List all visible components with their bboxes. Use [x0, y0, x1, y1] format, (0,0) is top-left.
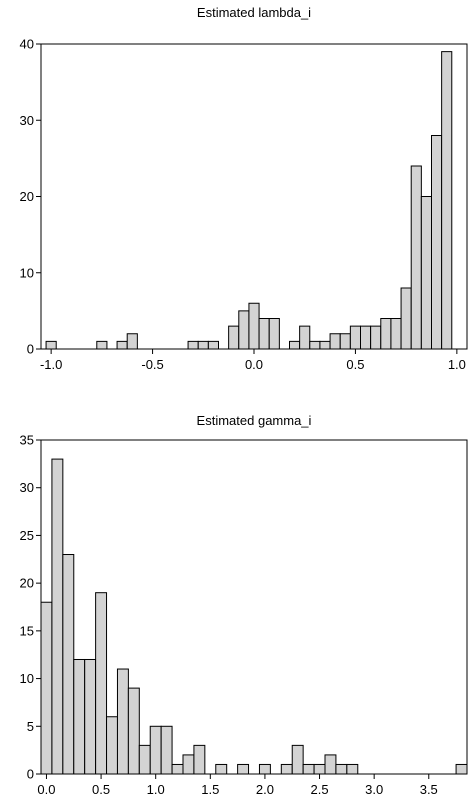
histogram-bar — [149, 725, 162, 775]
x-tick-label: 0.0 — [37, 782, 55, 797]
histogram-bar — [45, 340, 57, 350]
x-tick-label: 1.0 — [147, 782, 165, 797]
histogram-bar — [171, 763, 184, 775]
histogram-bar — [431, 135, 443, 350]
y-tick-label: 20 — [20, 189, 34, 204]
x-tick-label: -1.0 — [40, 357, 62, 372]
x-tick-label: 2.5 — [310, 782, 328, 797]
x-tick-label: 3.5 — [420, 782, 438, 797]
histogram-bar — [116, 668, 129, 775]
y-tick-label: 15 — [20, 623, 34, 638]
histogram-bar — [302, 763, 315, 775]
histogram-bar — [95, 592, 108, 775]
histogram-bar — [40, 601, 53, 775]
histogram-bar — [441, 51, 453, 350]
histogram-bar — [289, 340, 301, 350]
histogram-bar — [62, 554, 75, 775]
y-tick-label: 5 — [27, 719, 34, 734]
y-tick-label: 30 — [20, 113, 34, 128]
gamma-histogram: Estimated gamma_i 0 5 10 15 20 25 30 35 0.0 0.5 1.… — [20, 413, 468, 797]
histogram-bar — [329, 333, 341, 350]
histogram-bar — [160, 725, 173, 775]
histogram-bar — [182, 754, 195, 775]
histogram-bar — [339, 333, 351, 350]
histogram-bar — [400, 287, 412, 350]
histogram-bar — [360, 325, 372, 350]
histogram-bar — [291, 744, 304, 775]
y-tick-label: 30 — [20, 480, 34, 495]
y-tick-label: 10 — [20, 265, 34, 280]
histogram-bar — [127, 687, 140, 775]
x-tick-label: 1.0 — [448, 357, 466, 372]
x-tick-label: 0.5 — [92, 782, 110, 797]
histogram-bar — [237, 763, 250, 775]
histogram-bar — [349, 325, 361, 350]
y-tick-label: 20 — [20, 576, 34, 591]
x-tick-label: 0.5 — [346, 357, 364, 372]
histogram-bar — [258, 763, 271, 775]
histogram-bar — [455, 763, 468, 775]
plot-frame — [40, 439, 468, 775]
histogram-bar — [51, 458, 64, 775]
histogram-bar — [207, 340, 220, 350]
histogram-bar — [370, 325, 382, 350]
histogram-bar — [228, 325, 240, 350]
x-tick-label: 0.0 — [245, 357, 263, 372]
histogram-bar — [106, 716, 118, 775]
histogram-bar — [420, 196, 432, 350]
x-tick-label: 1.5 — [201, 782, 219, 797]
y-tick-label: 0 — [27, 767, 34, 782]
histogram-bar — [116, 340, 128, 350]
histogram-bar — [324, 754, 337, 775]
histogram-bar — [238, 310, 250, 350]
histogram-bar — [319, 340, 331, 350]
histogram-bar — [309, 340, 321, 350]
y-tick-label: 10 — [20, 671, 34, 686]
histogram-bar — [84, 658, 97, 775]
y-tick-label: 35 — [20, 433, 34, 448]
histogram-bar — [335, 763, 348, 775]
histogram-bar — [96, 340, 108, 350]
histogram-bar — [410, 165, 422, 350]
chart-title: Estimated lambda_i — [197, 5, 311, 20]
lambda-histogram: Estimated lambda_i 0 10 20 30 40 -1.0 -0.5 0.0 0… — [20, 5, 468, 372]
x-tick-label: 2.0 — [256, 782, 274, 797]
histogram-bar — [73, 658, 86, 775]
histogram-bar — [258, 318, 270, 350]
x-tick-label: 3.0 — [365, 782, 383, 797]
histogram-bar — [313, 763, 326, 775]
histogram-bar — [380, 318, 392, 350]
x-tick-label: -0.5 — [141, 357, 163, 372]
histogram-bar — [390, 318, 402, 350]
histogram-bar — [197, 340, 209, 350]
y-tick-label: 25 — [20, 528, 34, 543]
histogram-bar — [299, 325, 311, 350]
histogram-bar — [187, 340, 199, 350]
histogram-bar — [193, 744, 206, 775]
histogram-bar — [268, 318, 280, 350]
histogram-bar — [248, 302, 260, 350]
chart-title: Estimated gamma_i — [197, 413, 312, 428]
histogram-bar — [280, 763, 293, 775]
y-tick-label: 40 — [20, 37, 34, 52]
histogram-bar — [138, 744, 151, 775]
y-tick-label: 0 — [27, 342, 34, 357]
histogram-bar — [215, 763, 228, 775]
histogram-bar — [346, 763, 359, 775]
histogram-bar — [126, 333, 138, 350]
